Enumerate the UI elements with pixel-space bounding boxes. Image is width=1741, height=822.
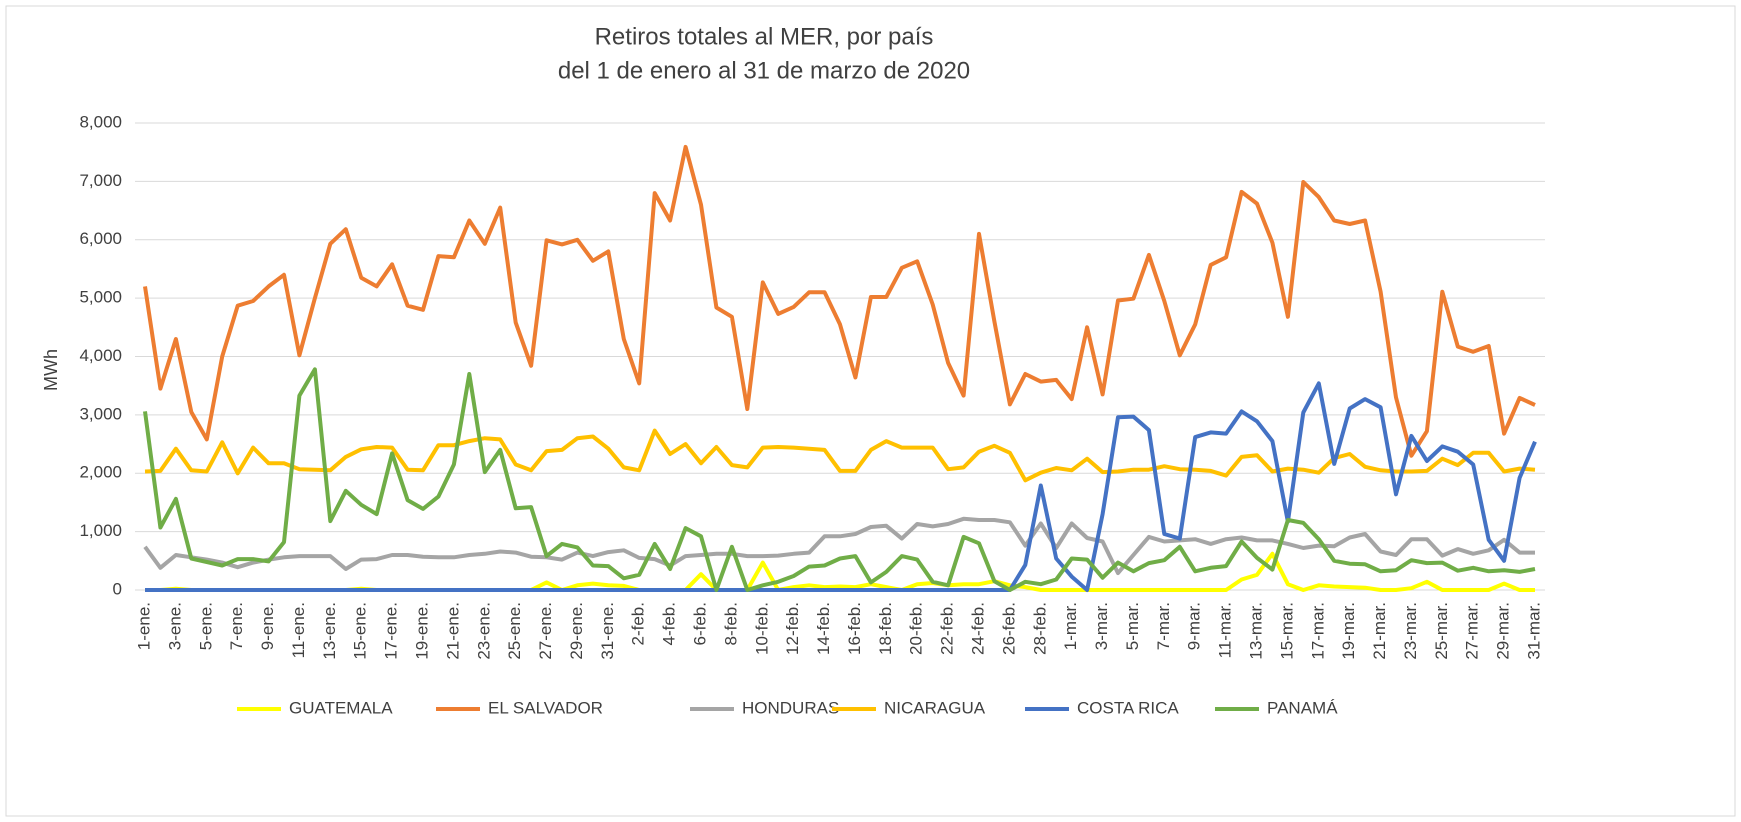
y-tick-label: 5,000: [79, 288, 122, 307]
chart-title: Retiros totales al MER, por país: [595, 23, 934, 50]
chart-subtitle: del 1 de enero al 31 de marzo de 2020: [558, 57, 970, 84]
x-tick-label: 5-ene.: [196, 602, 215, 650]
x-tick-label: 26-feb.: [999, 602, 1018, 655]
x-tick-label: 17-ene.: [382, 602, 401, 660]
x-tick-label: 1-mar.: [1061, 602, 1080, 650]
y-tick-label: 3,000: [79, 404, 122, 423]
y-tick-label: 8,000: [79, 112, 122, 131]
x-tick-label: 8-feb.: [721, 602, 740, 645]
x-tick-label: 25-mar.: [1432, 602, 1451, 660]
x-tick-label: 29-ene.: [567, 602, 586, 660]
x-tick-label: 22-feb.: [938, 602, 957, 655]
x-tick-label: 20-feb.: [907, 602, 926, 655]
legend-label: GUATEMALA: [289, 698, 393, 717]
x-tick-label: 2-feb.: [629, 602, 648, 645]
x-tick-label: 27-mar.: [1463, 602, 1482, 660]
x-tick-label: 7-ene.: [227, 602, 246, 650]
legend-label: HONDURAS: [742, 698, 839, 717]
x-tick-label: 4-feb.: [660, 602, 679, 645]
x-tick-label: 31-mar.: [1524, 602, 1543, 660]
x-tick-label: 27-ene.: [536, 602, 555, 660]
y-axis-label: MWh: [41, 349, 61, 391]
x-tick-label: 9-mar.: [1185, 602, 1204, 650]
series-line: [143, 516, 1535, 576]
x-tick-label: 29-mar.: [1494, 602, 1513, 660]
series-line: [143, 367, 1536, 592]
chart-border: [5, 5, 1736, 817]
x-tick-label: 15-ene.: [351, 602, 370, 660]
x-tick-label: 21-mar.: [1370, 602, 1389, 660]
x-tick-label: 16-feb.: [845, 602, 864, 655]
legend-label: PANAMÁ: [1267, 698, 1338, 717]
x-tick-label: 23-ene.: [474, 602, 493, 660]
x-tick-label: 11-ene.: [289, 602, 308, 658]
x-tick-label: 7-mar.: [1154, 602, 1173, 650]
x-tick-label: 14-feb.: [814, 602, 833, 655]
x-tick-label: 10-feb.: [752, 602, 771, 655]
x-tick-label: 5-mar.: [1123, 602, 1142, 650]
x-tick-label: 21-ene.: [443, 602, 462, 660]
x-tick-label: 11-mar.: [1216, 602, 1235, 658]
x-tick-label: 25-ene.: [505, 602, 524, 660]
x-tick-label: 28-feb.: [1030, 602, 1049, 655]
y-tick-label: 1,000: [79, 521, 122, 540]
x-tick-label: 18-feb.: [876, 602, 895, 655]
y-tick-label: 4,000: [79, 346, 122, 365]
y-tick-label: 0: [113, 579, 122, 598]
series-line: [143, 144, 1536, 458]
x-tick-label: 3-ene.: [165, 602, 184, 650]
y-tick-label: 6,000: [79, 229, 122, 248]
x-tick-label: 24-feb.: [968, 602, 987, 655]
x-tick-label: 1-ene.: [134, 602, 153, 650]
legend-label: EL SALVADOR: [488, 698, 603, 717]
x-tick-label: 3-mar.: [1092, 602, 1111, 650]
legend-label: COSTA RICA: [1077, 698, 1179, 717]
x-tick-label: 31-ene.: [598, 602, 617, 660]
x-tick-label: 9-ene.: [258, 602, 277, 650]
x-tick-label: 15-mar.: [1277, 602, 1296, 660]
x-tick-label: 13-mar.: [1246, 602, 1265, 660]
x-tick-label: 6-feb.: [690, 602, 709, 645]
x-tick-label: 19-mar.: [1339, 602, 1358, 660]
series-line: [144, 428, 1536, 483]
x-tick-label: 12-feb.: [783, 602, 802, 655]
x-tick-label: 19-ene.: [412, 602, 431, 660]
legend-label: NICARAGUA: [884, 698, 986, 717]
x-tick-label: 23-mar.: [1401, 602, 1420, 660]
y-tick-label: 2,000: [79, 463, 122, 482]
series-line: [145, 381, 1537, 592]
x-tick-label: 17-mar.: [1308, 602, 1327, 660]
x-tick-label: 13-ene.: [320, 602, 339, 660]
y-tick-label: 7,000: [79, 171, 122, 190]
